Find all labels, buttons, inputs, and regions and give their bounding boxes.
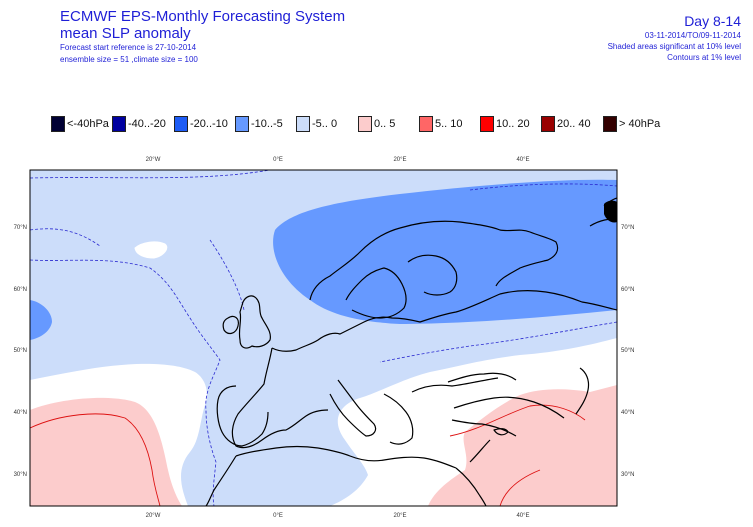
legend-label: 5.. 10 xyxy=(435,118,463,130)
left-latitude-label: 70°N xyxy=(14,225,27,231)
legend-swatch xyxy=(480,116,494,132)
title-line1: ECMWF EPS-Monthly Forecasting System xyxy=(60,8,346,25)
legend-label: -20..-10 xyxy=(190,118,228,130)
top-longitude-label: 20°E xyxy=(393,157,406,163)
anomaly-area-light-pink-southeast xyxy=(428,385,617,506)
right-latitude-label: 50°N xyxy=(621,348,634,354)
day-range-label: Day 8-14 xyxy=(684,13,741,29)
anomaly-area-mid-blue xyxy=(273,179,617,324)
legend-swatch xyxy=(358,116,372,132)
ensemble-size-text: ensemble size = 51 ,climate size = 100 xyxy=(60,55,198,64)
left-latitude-label: 50°N xyxy=(14,348,27,354)
arctic-island xyxy=(604,200,617,223)
anomaly-area-mid-blue-west xyxy=(30,300,52,340)
right-latitude-label: 40°N xyxy=(621,410,634,416)
validity-period-text: 03-11-2014/TO/09-11-2014 xyxy=(644,31,741,40)
anomaly-area-light-pink-southwest xyxy=(30,397,182,506)
top-longitude-label: 0°E xyxy=(273,157,283,163)
left-latitude-label: 60°N xyxy=(14,287,27,293)
legend-label: 20.. 40 xyxy=(557,118,591,130)
bottom-longitude-label: 20°E xyxy=(393,513,406,519)
map-axis-labels: 20°W 0°E 20°E 40°E 20°W 0°E 20°E 40°E 70°N 60°N 50… xyxy=(14,157,635,519)
legend-label: > 40hPa xyxy=(619,118,661,130)
legend-swatch xyxy=(541,116,555,132)
legend-swatch xyxy=(603,116,617,132)
contour-note-text: Contours at 1% level xyxy=(667,53,741,62)
left-latitude-label: 30°N xyxy=(14,472,27,478)
contours-positive xyxy=(30,404,586,506)
map-frame xyxy=(29,169,618,507)
legend-label: <-40hPa xyxy=(67,118,109,130)
legend-label: 0.. 5 xyxy=(374,118,396,130)
legend-swatch xyxy=(419,116,433,132)
right-latitude-label: 30°N xyxy=(621,472,634,478)
bottom-longitude-label: 0°E xyxy=(273,513,283,519)
legend-swatch xyxy=(174,116,188,132)
forecast-start-text: Forecast start reference is 27-10-2014 xyxy=(60,43,197,52)
top-longitude-label: 20°W xyxy=(146,157,161,163)
top-longitude-label: 40°E xyxy=(516,157,529,163)
legend-label: -10..-5 xyxy=(251,118,283,130)
bottom-longitude-label: 40°E xyxy=(516,513,529,519)
legend-swatch xyxy=(235,116,249,132)
legend-label: -40..-20 xyxy=(128,118,166,130)
legend-label: 10.. 20 xyxy=(496,118,530,130)
right-latitude-label: 60°N xyxy=(621,287,634,293)
bottom-longitude-label: 20°W xyxy=(146,513,161,519)
title-line2: mean SLP anomaly xyxy=(60,25,191,42)
iceland-landmass xyxy=(134,241,168,259)
legend-label: -5.. 0 xyxy=(312,118,338,130)
shading-note-text: Shaded areas significant at 10% level xyxy=(607,42,741,51)
legend-swatch xyxy=(296,116,310,132)
legend-swatch xyxy=(112,116,126,132)
right-latitude-label: 70°N xyxy=(621,225,634,231)
left-latitude-label: 40°N xyxy=(14,410,27,416)
map-field xyxy=(30,170,617,506)
legend-swatch xyxy=(51,116,65,132)
